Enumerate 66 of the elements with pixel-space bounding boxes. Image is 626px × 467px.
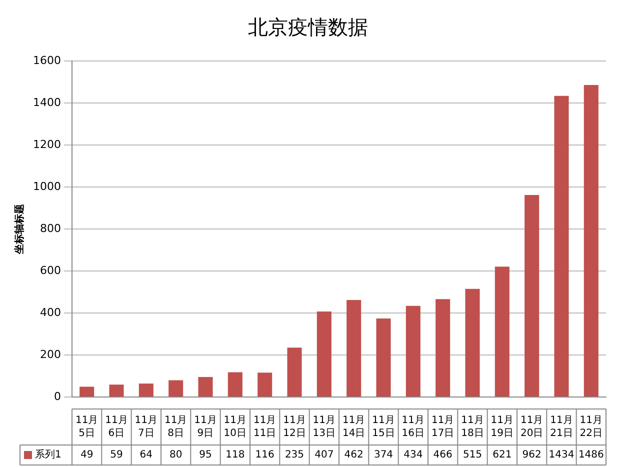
bar [494, 266, 510, 396]
bar [138, 384, 154, 396]
x-tick-label: 11月13日 [312, 415, 336, 440]
data-label: 59 [110, 450, 123, 461]
bar [228, 372, 242, 396]
bar [554, 96, 569, 396]
data-label: 434 [404, 450, 423, 461]
bar [168, 380, 184, 396]
data-label: 962 [522, 450, 542, 461]
x-tick-label: 11月19日 [490, 415, 514, 440]
y-tick-label: 1400 [32, 96, 61, 109]
data-label: 49 [80, 450, 94, 461]
y-tick-label: 0 [54, 390, 61, 403]
data-label: 116 [255, 450, 274, 461]
data-label: 462 [344, 450, 364, 461]
x-tick-label: 11月16日 [402, 415, 425, 440]
bar [524, 194, 540, 396]
y-tick-label: 800 [40, 222, 61, 235]
data-label: 407 [314, 450, 334, 461]
y-tick-label: 1000 [32, 180, 61, 193]
bar [346, 300, 362, 396]
x-tick-label: 11月8日 [164, 415, 188, 440]
x-tick-label: 11月22日 [580, 415, 603, 440]
legend-label: 系列1 [35, 448, 62, 461]
data-label: 1486 [578, 450, 604, 461]
y-tick-label: 600 [40, 264, 61, 277]
data-label: 80 [169, 450, 182, 461]
bar [258, 372, 272, 396]
data-label: 95 [199, 450, 212, 461]
bar [198, 377, 213, 396]
y-tick-label: 1600 [32, 54, 61, 67]
y-tick-label: 1200 [32, 138, 61, 151]
x-tick-label: 11月6日 [105, 415, 128, 440]
x-tick-label: 11月14日 [342, 415, 366, 440]
bar [80, 386, 94, 396]
data-label: 515 [462, 450, 482, 461]
bar [406, 306, 420, 396]
y-tick-label: 400 [40, 306, 61, 319]
x-tick-label: 11月9日 [194, 415, 217, 440]
data-label: 1434 [548, 450, 574, 461]
bar [465, 288, 480, 396]
x-tick-label: 11月7日 [134, 415, 158, 440]
bar [584, 84, 598, 396]
data-label: 374 [374, 450, 394, 461]
x-tick-label: 11月21日 [550, 415, 573, 440]
x-tick-label: 11月20日 [520, 415, 544, 440]
bar [109, 384, 124, 396]
data-label: 466 [433, 450, 452, 461]
bar [376, 318, 391, 396]
x-tick-label: 11月18日 [461, 415, 484, 440]
bar [436, 299, 450, 396]
data-label: 118 [226, 450, 245, 461]
x-tick-label: 11月10日 [224, 415, 247, 440]
x-tick-label: 11月17日 [431, 415, 454, 440]
bar [316, 312, 332, 396]
y-tick-label: 200 [40, 348, 61, 361]
bar [287, 348, 302, 396]
data-label: 64 [140, 450, 153, 461]
x-tick-label: 11月15日 [372, 415, 395, 440]
y-axis-title: 坐标轴标题 [14, 204, 26, 255]
x-tick-label: 11月11日 [253, 415, 276, 440]
x-tick-label: 11月12日 [283, 415, 306, 440]
data-label: 621 [492, 450, 512, 461]
x-tick-label: 11月5日 [75, 415, 98, 440]
chart-title: 北京疫情数据 [248, 15, 368, 40]
data-label: 235 [284, 450, 304, 461]
